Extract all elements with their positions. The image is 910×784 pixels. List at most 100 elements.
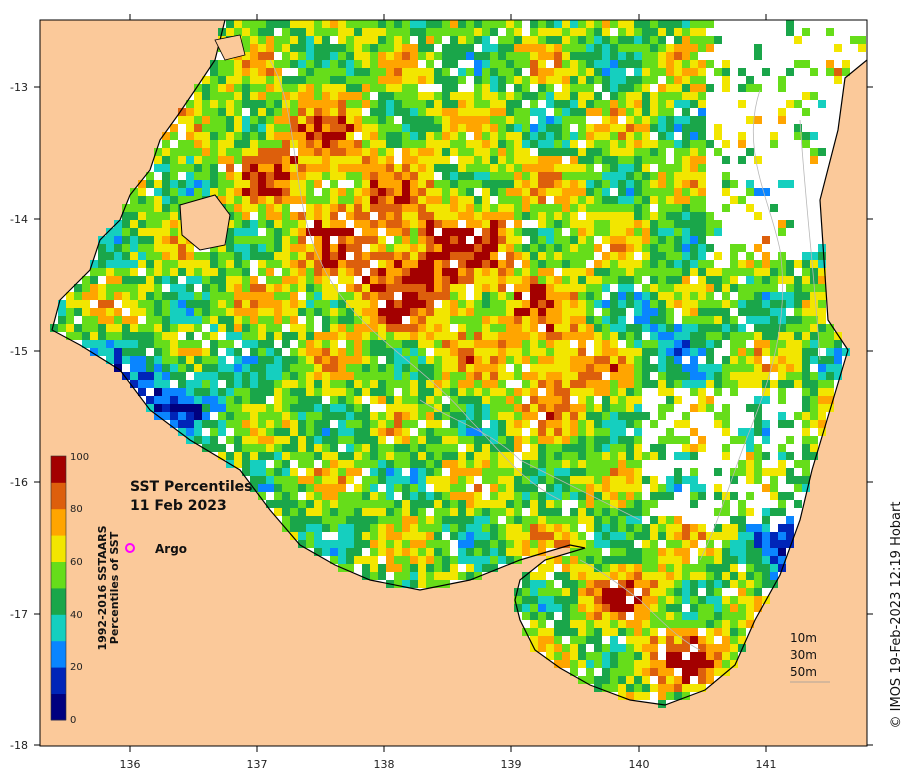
sst-cell — [490, 132, 498, 140]
sst-cell — [562, 108, 570, 116]
sst-cell — [338, 132, 346, 140]
sst-cell — [498, 44, 506, 52]
sst-cell — [562, 28, 570, 36]
sst-cell — [242, 364, 250, 372]
sst-cell — [130, 356, 138, 364]
sst-cell — [554, 412, 562, 420]
sst-cell — [338, 556, 346, 564]
sst-cell — [394, 412, 402, 420]
sst-cell — [362, 148, 370, 156]
sst-cell — [650, 332, 658, 340]
sst-cell — [482, 308, 490, 316]
sst-cell — [426, 316, 434, 324]
sst-cell — [354, 404, 362, 412]
sst-cell — [570, 452, 578, 460]
sst-cell — [234, 204, 242, 212]
sst-cell — [346, 300, 354, 308]
sst-cell — [554, 164, 562, 172]
sst-cell — [306, 452, 314, 460]
sst-cell — [650, 324, 658, 332]
sst-cell — [498, 284, 506, 292]
sst-cell — [258, 372, 266, 380]
sst-cell — [282, 492, 290, 500]
sst-cell — [498, 476, 506, 484]
sst-cell — [514, 540, 522, 548]
sst-cell — [162, 332, 170, 340]
sst-cell — [642, 172, 650, 180]
sst-cell — [642, 300, 650, 308]
sst-cell — [290, 484, 298, 492]
sst-cell — [674, 276, 682, 284]
sst-cell — [218, 244, 226, 252]
sst-cell — [402, 228, 410, 236]
sst-cell — [578, 36, 586, 44]
sst-cell — [586, 604, 594, 612]
sst-cell — [186, 196, 194, 204]
sst-cell — [418, 268, 426, 276]
sst-cell — [434, 100, 442, 108]
sst-cell — [722, 84, 730, 92]
sst-cell — [610, 124, 618, 132]
sst-cell — [306, 340, 314, 348]
sst-cell — [426, 284, 434, 292]
sst-cell — [234, 348, 242, 356]
sst-cell — [570, 620, 578, 628]
sst-cell — [170, 164, 178, 172]
sst-cell — [610, 468, 618, 476]
sst-cell — [274, 124, 282, 132]
sst-cell — [514, 332, 522, 340]
sst-cell — [282, 132, 290, 140]
sst-cell — [306, 516, 314, 524]
sst-cell — [210, 324, 218, 332]
sst-cell — [642, 292, 650, 300]
sst-cell — [658, 148, 666, 156]
sst-cell — [738, 156, 746, 164]
sst-cell — [530, 76, 538, 84]
sst-cell — [170, 412, 178, 420]
sst-cell — [802, 396, 810, 404]
sst-cell — [618, 588, 626, 596]
sst-cell — [634, 228, 642, 236]
sst-cell — [410, 140, 418, 148]
sst-cell — [586, 460, 594, 468]
sst-cell — [546, 412, 554, 420]
sst-cell — [498, 524, 506, 532]
sst-cell — [562, 556, 570, 564]
sst-cell — [426, 340, 434, 348]
sst-cell — [650, 260, 658, 268]
sst-cell — [234, 388, 242, 396]
sst-cell — [474, 348, 482, 356]
sst-cell — [770, 348, 778, 356]
sst-cell — [634, 532, 642, 540]
sst-cell — [322, 124, 330, 132]
sst-cell — [586, 236, 594, 244]
sst-cell — [554, 436, 562, 444]
sst-cell — [298, 500, 306, 508]
sst-cell — [418, 124, 426, 132]
sst-cell — [626, 116, 634, 124]
sst-cell — [394, 468, 402, 476]
sst-cell — [314, 156, 322, 164]
sst-cell — [394, 508, 402, 516]
sst-cell — [690, 132, 698, 140]
sst-cell — [578, 396, 586, 404]
sst-cell — [546, 92, 554, 100]
sst-cell — [498, 348, 506, 356]
sst-cell — [522, 604, 530, 612]
sst-cell — [698, 300, 706, 308]
sst-cell — [290, 452, 298, 460]
sst-cell — [634, 108, 642, 116]
sst-cell — [802, 300, 810, 308]
sst-cell — [442, 404, 450, 412]
sst-cell — [690, 388, 698, 396]
sst-cell — [658, 188, 666, 196]
sst-cell — [130, 380, 138, 388]
sst-cell — [378, 220, 386, 228]
sst-cell — [442, 268, 450, 276]
sst-cell — [690, 524, 698, 532]
sst-cell — [450, 164, 458, 172]
sst-cell — [530, 404, 538, 412]
sst-cell — [618, 52, 626, 60]
sst-cell — [698, 44, 706, 52]
sst-cell — [690, 140, 698, 148]
